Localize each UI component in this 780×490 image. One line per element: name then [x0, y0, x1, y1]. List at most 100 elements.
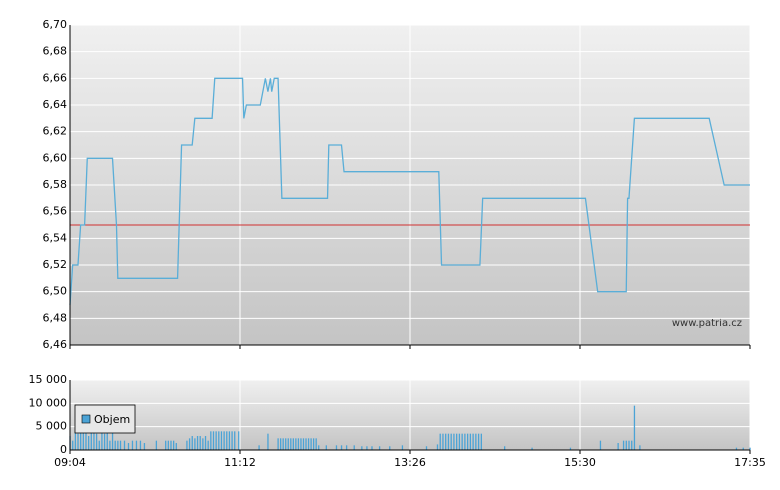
- watermark: www.patria.cz: [672, 318, 742, 329]
- volume-bar: [749, 447, 751, 450]
- volume-bar: [228, 431, 231, 450]
- volume-bar: [625, 440, 627, 450]
- volume-bar: [475, 433, 477, 450]
- volume-bar: [622, 440, 625, 450]
- volume-bar: [210, 431, 212, 450]
- volume-bar: [106, 431, 108, 450]
- volume-bar: [207, 440, 209, 450]
- volume-bar: [292, 438, 294, 450]
- volume-bar: [531, 447, 533, 450]
- volume-bar: [302, 438, 305, 450]
- y-tick-label: 6,58: [43, 178, 68, 191]
- volume-bar: [117, 440, 119, 450]
- y-tick-label: 6,60: [43, 151, 68, 164]
- volume-bar: [295, 438, 297, 450]
- volume-bar: [461, 433, 463, 450]
- volume-bar: [378, 446, 381, 450]
- volume-bar: [123, 440, 126, 450]
- volume-bar: [436, 444, 439, 450]
- y-tick-label: 6,48: [43, 311, 68, 324]
- volume-bar: [325, 445, 327, 450]
- volume-bar: [119, 440, 122, 450]
- volume-bar: [569, 447, 572, 450]
- price-line: [69, 77, 750, 306]
- volume-bar: [226, 431, 228, 450]
- volume-bar: [155, 440, 158, 450]
- y-tick-label: 15 000: [29, 373, 68, 386]
- volume-bar: [631, 440, 633, 450]
- y-tick-label: 6,54: [43, 231, 68, 244]
- volume-bar: [310, 438, 312, 450]
- volume-bar: [72, 440, 74, 450]
- volume-bar: [353, 445, 355, 450]
- volume-bar: [361, 446, 363, 450]
- volume-bar: [194, 438, 196, 450]
- volume-bar: [307, 438, 310, 450]
- volume-bar: [389, 446, 391, 450]
- volume-bar: [196, 436, 199, 450]
- y-tick-label: 6,66: [43, 71, 68, 84]
- volume-bar: [188, 438, 191, 450]
- volume-bar: [98, 440, 100, 450]
- volume-bar: [90, 431, 92, 450]
- volume-bar: [231, 431, 233, 450]
- volume-bar: [212, 431, 215, 450]
- volume-bar: [258, 445, 260, 450]
- volume-bar: [464, 433, 466, 450]
- volume-bar: [742, 447, 744, 450]
- x-tick-label: 15:30: [564, 456, 596, 469]
- volume-bar: [297, 438, 300, 450]
- volume-bar: [186, 440, 188, 450]
- volume-bar: [238, 431, 240, 450]
- volume-bar: [617, 443, 619, 450]
- y-tick-label: 5 000: [36, 420, 68, 433]
- volume-bar: [315, 438, 317, 450]
- volume-bar: [282, 438, 284, 450]
- volume-bar: [469, 433, 472, 450]
- x-tick-label: 09:04: [54, 456, 86, 469]
- volume-bar: [77, 433, 79, 450]
- volume-bar: [735, 447, 738, 450]
- volume-bar: [143, 443, 146, 450]
- volume-bar: [279, 438, 282, 450]
- volume-bar: [220, 431, 223, 450]
- volume-bar: [131, 440, 134, 450]
- volume-bar: [267, 433, 269, 450]
- volume-bar: [199, 436, 201, 450]
- volume-bar: [458, 433, 461, 450]
- volume-bar: [234, 431, 236, 450]
- volume-bar: [305, 438, 307, 450]
- y-tick-label: 6,52: [43, 258, 68, 271]
- volume-bar: [366, 446, 368, 450]
- volume-bar: [101, 431, 103, 450]
- volume-bar: [633, 405, 636, 450]
- y-tick-label: 6,64: [43, 98, 68, 111]
- volume-bar: [290, 438, 292, 450]
- volume-bar: [312, 438, 315, 450]
- volume-bar: [450, 433, 452, 450]
- volume-bar: [472, 433, 474, 450]
- volume-bar: [191, 436, 193, 450]
- volume-bar: [85, 431, 87, 450]
- legend-swatch: [81, 414, 91, 424]
- volume-bar: [175, 443, 177, 450]
- volume-bar: [215, 431, 217, 450]
- y-tick-label: 6,50: [43, 285, 68, 298]
- volume-bar: [318, 445, 320, 450]
- volume-bar: [109, 440, 111, 450]
- volume-bar: [80, 431, 82, 450]
- y-tick-label: 6,68: [43, 45, 68, 58]
- volume-bar: [599, 440, 602, 450]
- volume-bar: [442, 433, 444, 450]
- volume-bar: [639, 445, 641, 450]
- volume-bar: [87, 436, 90, 450]
- volume-bar: [628, 440, 630, 450]
- volume-bar: [300, 438, 302, 450]
- volume-bar: [445, 433, 447, 450]
- volume-bar: [139, 440, 142, 450]
- volume-bar: [456, 433, 458, 450]
- volume-bar: [340, 445, 343, 450]
- y-tick-label: 6,62: [43, 125, 68, 138]
- volume-bar: [401, 445, 404, 450]
